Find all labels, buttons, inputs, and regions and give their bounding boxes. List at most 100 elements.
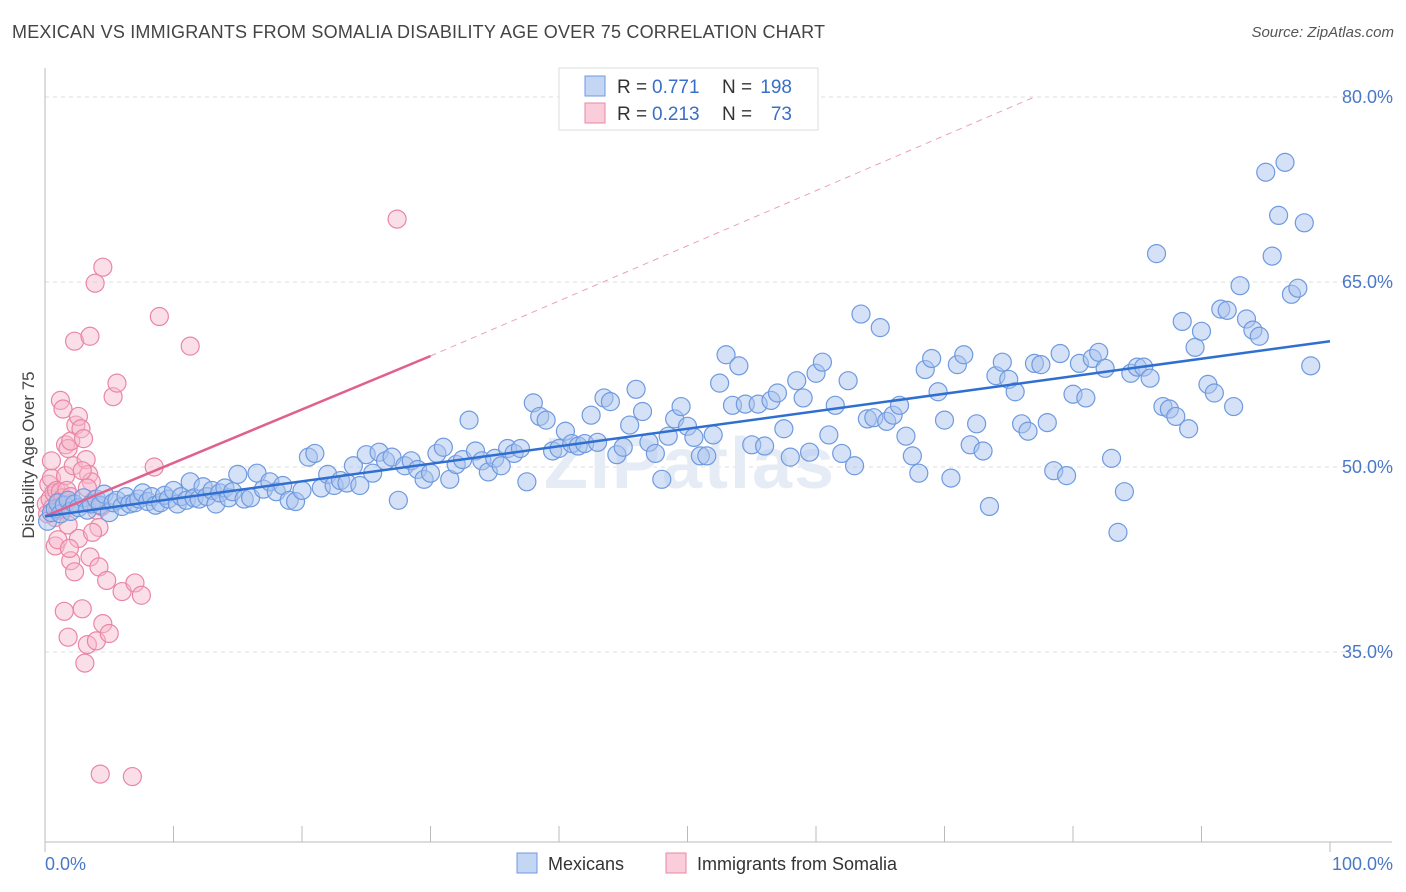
mexicans-point	[388, 490, 408, 510]
y-tick-label: 50.0%	[1342, 457, 1393, 477]
chart-title: MEXICAN VS IMMIGRANTS FROM SOMALIA DISAB…	[12, 22, 826, 42]
mexicans-point	[1172, 311, 1192, 332]
somalia-point	[180, 336, 200, 356]
mexicans-point	[1204, 383, 1224, 403]
mexicans-point	[967, 414, 987, 434]
mexicans-point	[1217, 300, 1237, 320]
mexicans-point	[1146, 244, 1167, 264]
somalia-point	[93, 257, 113, 277]
somalia-point	[72, 599, 92, 619]
legend-swatch-mexicans	[584, 75, 606, 97]
trend-lines	[44, 96, 1331, 518]
mexicans-point	[812, 352, 833, 372]
mexicans-point	[684, 427, 704, 447]
mexicans-point	[1262, 246, 1282, 266]
somalia-point	[107, 373, 127, 393]
mexicans-point	[517, 472, 537, 492]
mexicans-point	[1268, 205, 1289, 225]
somalia-point	[59, 538, 80, 559]
mexicans-point	[1275, 152, 1295, 172]
legend-n-label-2: N =	[722, 104, 752, 125]
mexicans-point	[292, 480, 312, 501]
somalia-point	[64, 331, 85, 351]
x-tick-label: 100.0%	[1332, 854, 1393, 874]
mexicans-point	[1294, 213, 1314, 233]
mexicans-point	[1166, 406, 1186, 427]
mexicans-trend-line	[44, 339, 1331, 518]
bottom-legend-swatch-somalia	[665, 852, 687, 874]
somalia-point	[41, 451, 62, 471]
somalia-point	[76, 450, 96, 470]
mexicans-point	[1050, 343, 1070, 364]
somalia-point	[125, 573, 145, 593]
mexicans-point	[433, 437, 453, 457]
somalia-point	[122, 766, 142, 787]
somalia-point	[131, 585, 151, 605]
somalia-point	[97, 570, 117, 591]
mexicans-point	[632, 401, 653, 422]
source-label: Source: ZipAtlas.com	[1251, 24, 1394, 41]
legend-r-value-2: 0.213	[652, 104, 700, 125]
mexicans-point	[1140, 368, 1160, 388]
mexicans-point	[620, 415, 640, 435]
mexicans-point	[992, 352, 1012, 372]
mexicans-point	[1191, 321, 1212, 341]
mexicans-point	[838, 371, 858, 391]
somalia-point	[387, 209, 407, 229]
mexicans-point	[973, 441, 993, 461]
mexicans-point	[1056, 466, 1077, 486]
mexicans-point	[774, 419, 794, 439]
legend-r-value-1: 0.771	[652, 77, 700, 98]
mexicans-point	[979, 496, 1000, 517]
mexicans-point	[1089, 342, 1109, 362]
mexicans-point	[754, 436, 775, 456]
mexicans-point	[729, 356, 749, 376]
somalia-point	[85, 273, 105, 293]
legend-swatch-somalia	[584, 102, 606, 124]
mexicans-point	[459, 410, 479, 430]
mexicans-point	[491, 456, 511, 476]
y-axis-label: Disability Age Over 75	[19, 371, 38, 538]
legend-n-label-1: N =	[722, 77, 752, 98]
mexicans-point	[1256, 162, 1276, 182]
mexicans-point	[780, 447, 800, 467]
mexicans-point	[228, 464, 248, 484]
legend-r-label-2: R =	[617, 104, 647, 125]
mexicans-point	[697, 446, 717, 466]
somalia-point	[72, 461, 92, 481]
mexicans-point	[1114, 482, 1135, 502]
mexicans-point	[870, 318, 890, 338]
mexicans-point	[1185, 337, 1205, 357]
legend-n-value-2: 73	[771, 104, 792, 125]
mexicans-point	[1301, 356, 1321, 376]
mexicans-point	[902, 446, 922, 466]
mexicans-point	[613, 437, 633, 457]
mexicans-point	[1179, 419, 1199, 439]
mexicans-point	[1249, 326, 1269, 346]
series-legend: Mexicans Immigrants from Somalia	[516, 852, 898, 874]
mexicans-point	[793, 388, 813, 408]
mexicans-point	[954, 345, 974, 365]
somalia-point	[73, 429, 94, 449]
bottom-legend-somalia: Immigrants from Somalia	[697, 854, 898, 874]
x-tick-label: 0.0%	[45, 854, 86, 874]
mexicans-point	[1037, 413, 1057, 433]
y-tick-label: 80.0%	[1342, 87, 1393, 107]
somalia-point	[149, 306, 169, 327]
mexicans-point	[1018, 421, 1038, 441]
somalia-trend-line	[44, 354, 431, 518]
somalia-point	[41, 468, 62, 488]
mexicans-point	[652, 469, 672, 489]
somalia-trend-extension	[430, 96, 1035, 357]
mexicans-point	[819, 425, 839, 445]
mexicans-point	[626, 379, 646, 399]
mexicans-point	[536, 410, 556, 430]
somalia-point	[53, 399, 73, 419]
mexicans-point	[510, 438, 531, 459]
mexicans-point	[703, 425, 723, 445]
mexicans-point	[896, 426, 916, 446]
mexicans-point	[851, 304, 871, 324]
mexicans-point	[1108, 522, 1128, 542]
mexicans-point	[832, 443, 852, 464]
